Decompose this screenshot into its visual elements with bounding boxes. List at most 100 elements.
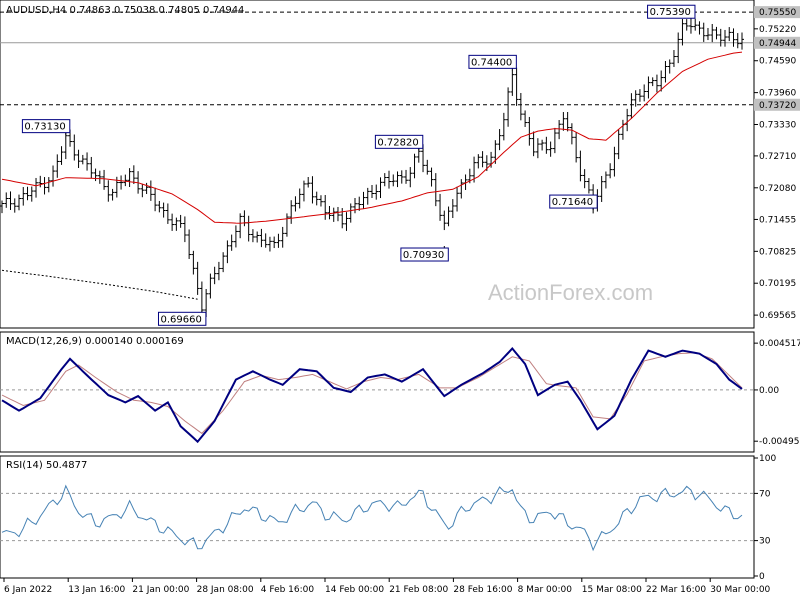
candle — [616, 129, 621, 160]
price-annotation: 0.71640 — [549, 194, 598, 211]
candle — [34, 177, 39, 198]
macd-title: MACD(12,26,9) 0.000140 0.000169 — [6, 336, 184, 347]
annotation-label: 0.72820 — [377, 137, 418, 148]
candle — [178, 214, 183, 228]
candle — [46, 177, 51, 193]
candle — [357, 196, 362, 211]
rsi-title: RSI(14) 50.4877 — [6, 460, 87, 471]
annotation-label: 0.75390 — [650, 7, 691, 18]
candle — [735, 33, 740, 49]
price-level-badge — [754, 98, 800, 111]
candle — [314, 191, 319, 206]
candle — [348, 203, 353, 223]
candle — [85, 152, 90, 171]
candle — [663, 60, 668, 83]
candle — [710, 23, 715, 43]
candle — [80, 154, 85, 165]
candle — [680, 18, 685, 46]
candle — [131, 165, 136, 185]
candle — [59, 146, 64, 165]
candle — [552, 127, 557, 154]
candle — [12, 198, 17, 213]
price-axis-label: 0.73960 — [759, 89, 796, 99]
candle — [544, 136, 549, 154]
annotation-box — [374, 134, 424, 149]
candle — [301, 180, 306, 202]
candle — [438, 193, 443, 221]
candle — [701, 22, 706, 42]
candle — [510, 69, 515, 96]
candle — [365, 187, 370, 205]
candle — [586, 178, 591, 194]
candle — [637, 89, 642, 102]
rsi-series-line — [1, 484, 743, 552]
rsi-axis-label: 70 — [759, 489, 771, 499]
price-level-label: 0.74944 — [759, 39, 796, 49]
rsi-pane: RSI(14) 50.4877 100 70 30 0 — [0, 454, 776, 582]
candle — [255, 231, 260, 243]
price-annotation: 0.69660 — [157, 310, 207, 326]
candle — [718, 28, 723, 47]
candle — [722, 29, 727, 47]
annotation-label: 0.71640 — [552, 197, 593, 208]
candle — [561, 112, 566, 131]
candle — [425, 159, 430, 175]
candle — [38, 175, 43, 188]
candle — [387, 170, 392, 189]
candle — [89, 156, 94, 179]
candle — [642, 84, 647, 102]
annotation-box — [549, 194, 598, 209]
candle — [603, 171, 608, 189]
candle — [382, 173, 387, 187]
candle — [659, 70, 664, 92]
time-axis-label: 15 Mar 08:00 — [582, 585, 642, 595]
candle — [442, 210, 447, 231]
candle — [238, 213, 243, 239]
price-level-badge — [754, 36, 800, 49]
candle — [140, 183, 145, 198]
price-annotation: 0.75390 — [647, 4, 696, 21]
candle — [123, 174, 128, 187]
rsi-axis-label: 100 — [759, 454, 776, 464]
candle — [684, 19, 689, 31]
price-axis-label: 0.74590 — [759, 57, 796, 67]
candle — [8, 191, 13, 210]
candle — [157, 200, 162, 213]
candle — [527, 116, 532, 146]
candle — [110, 188, 115, 201]
time-axis-label: 21 Jan 00:00 — [132, 585, 189, 595]
time-axis-label: 14 Feb 00:00 — [325, 585, 384, 595]
price-axis-label: 0.72080 — [759, 184, 796, 194]
candle — [404, 169, 409, 184]
candle — [395, 171, 400, 188]
price-axis-label: 0.71455 — [759, 215, 796, 225]
candle — [306, 176, 311, 188]
price-level-label: 0.73720 — [759, 101, 796, 111]
candle — [55, 154, 60, 178]
candle — [399, 170, 404, 184]
time-axis-label: 22 Mar 16:00 — [646, 585, 706, 595]
time-axis: 6 Jan 2022 13 Jan 16:00 21 Jan 00:00 28 Jan… — [3, 578, 771, 595]
candle — [318, 195, 323, 207]
price-axis-label: 0.69565 — [759, 311, 796, 321]
candle — [727, 27, 732, 42]
candle — [297, 188, 302, 209]
candle — [25, 186, 30, 201]
annotation-box — [157, 311, 207, 326]
candle — [740, 32, 744, 50]
candle — [323, 195, 328, 220]
candle — [29, 186, 34, 202]
rsi-axis-label: 30 — [759, 537, 771, 547]
candle — [650, 77, 655, 87]
candle — [582, 169, 587, 189]
candle — [229, 234, 234, 251]
candle — [225, 240, 230, 264]
candle — [518, 92, 523, 121]
candle — [195, 261, 200, 295]
candle — [4, 192, 9, 208]
candle — [408, 167, 413, 188]
macd-axis-label: -0.00495 — [759, 437, 799, 447]
price-annotation: 0.73130 — [21, 119, 71, 135]
annotation-box — [647, 4, 696, 19]
candle — [344, 212, 349, 231]
